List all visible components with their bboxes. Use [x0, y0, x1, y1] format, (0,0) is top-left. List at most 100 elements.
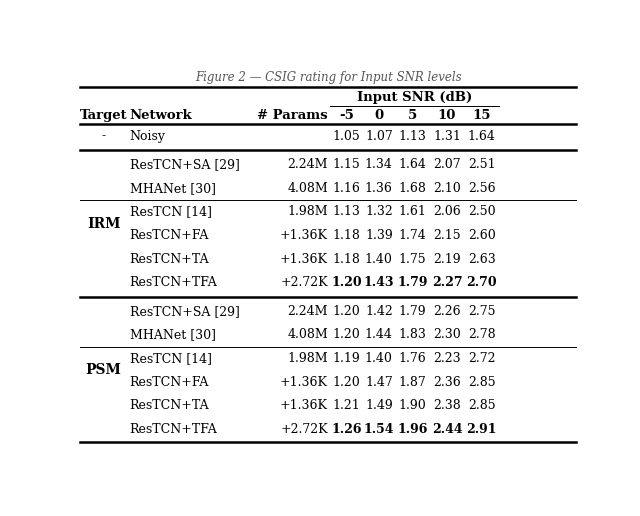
Text: ResTCN+SA [29]: ResTCN+SA [29]: [129, 304, 239, 318]
Text: 1.83: 1.83: [398, 328, 426, 341]
Text: 2.24M: 2.24M: [287, 304, 328, 318]
Text: 1.68: 1.68: [398, 182, 426, 195]
Text: Target: Target: [80, 109, 127, 122]
Text: +1.36K: +1.36K: [280, 253, 328, 266]
Text: # Params: # Params: [257, 109, 328, 122]
Text: 2.72: 2.72: [468, 352, 495, 365]
Text: 2.51: 2.51: [468, 158, 495, 171]
Text: +1.36K: +1.36K: [280, 399, 328, 412]
Text: +1.36K: +1.36K: [280, 229, 328, 242]
Text: 2.07: 2.07: [433, 158, 461, 171]
Text: ResTCN+FA: ResTCN+FA: [129, 229, 209, 242]
Text: MHANet [30]: MHANet [30]: [129, 182, 216, 195]
Text: 1.76: 1.76: [399, 352, 426, 365]
Text: 2.27: 2.27: [432, 276, 462, 289]
Text: 1.13: 1.13: [333, 205, 360, 218]
Text: 2.10: 2.10: [433, 182, 461, 195]
Text: PSM: PSM: [86, 363, 122, 377]
Text: ResTCN+SA [29]: ResTCN+SA [29]: [129, 158, 239, 171]
Text: 1.19: 1.19: [333, 352, 360, 365]
Text: 1.90: 1.90: [399, 399, 426, 412]
Text: 1.40: 1.40: [365, 352, 393, 365]
Text: -5: -5: [339, 109, 354, 122]
Text: 2.63: 2.63: [468, 253, 495, 266]
Text: 2.60: 2.60: [468, 229, 495, 242]
Text: Noisy: Noisy: [129, 130, 166, 142]
Text: 1.79: 1.79: [399, 304, 426, 318]
Text: +1.36K: +1.36K: [280, 376, 328, 389]
Text: Figure 2 — CSIG rating for Input SNR levels: Figure 2 — CSIG rating for Input SNR lev…: [195, 71, 461, 84]
Text: 2.23: 2.23: [433, 352, 461, 365]
Text: Network: Network: [129, 109, 193, 122]
Text: 1.75: 1.75: [399, 253, 426, 266]
Text: 2.26: 2.26: [433, 304, 461, 318]
Text: 1.20: 1.20: [332, 276, 362, 289]
Text: 1.20: 1.20: [333, 304, 360, 318]
Text: 2.78: 2.78: [468, 328, 495, 341]
Text: 2.24M: 2.24M: [287, 158, 328, 171]
Text: 1.20: 1.20: [333, 328, 360, 341]
Text: 1.05: 1.05: [333, 130, 360, 142]
Text: 2.85: 2.85: [468, 376, 495, 389]
Text: +2.72K: +2.72K: [280, 423, 328, 436]
Text: 1.54: 1.54: [364, 423, 394, 436]
Text: 15: 15: [472, 109, 491, 122]
Text: 1.74: 1.74: [399, 229, 426, 242]
Text: 2.44: 2.44: [432, 423, 462, 436]
Text: 1.32: 1.32: [365, 205, 393, 218]
Text: 1.36: 1.36: [365, 182, 393, 195]
Text: ResTCN [14]: ResTCN [14]: [129, 205, 212, 218]
Text: ResTCN+TA: ResTCN+TA: [129, 399, 209, 412]
Text: 0: 0: [374, 109, 383, 122]
Text: 2.38: 2.38: [433, 399, 461, 412]
Text: 1.64: 1.64: [468, 130, 496, 142]
Text: 1.47: 1.47: [365, 376, 393, 389]
Text: 2.91: 2.91: [467, 423, 497, 436]
Text: 1.40: 1.40: [365, 253, 393, 266]
Text: 1.16: 1.16: [333, 182, 360, 195]
Text: 1.15: 1.15: [333, 158, 360, 171]
Text: 2.36: 2.36: [433, 376, 461, 389]
Text: ResTCN+TFA: ResTCN+TFA: [129, 276, 218, 289]
Text: 1.07: 1.07: [365, 130, 393, 142]
Text: 1.42: 1.42: [365, 304, 393, 318]
Text: 1.26: 1.26: [332, 423, 362, 436]
Text: +2.72K: +2.72K: [280, 276, 328, 289]
Text: 2.85: 2.85: [468, 399, 495, 412]
Text: 1.96: 1.96: [397, 423, 428, 436]
Text: 1.18: 1.18: [333, 229, 360, 242]
Text: 2.30: 2.30: [433, 328, 461, 341]
Text: 1.34: 1.34: [365, 158, 393, 171]
Text: 5: 5: [408, 109, 417, 122]
Text: 2.06: 2.06: [433, 205, 461, 218]
Text: 1.20: 1.20: [333, 376, 360, 389]
Text: 1.21: 1.21: [333, 399, 360, 412]
Text: Input SNR (dB): Input SNR (dB): [357, 91, 472, 104]
Text: 1.61: 1.61: [398, 205, 426, 218]
Text: 1.18: 1.18: [333, 253, 360, 266]
Text: 4.08M: 4.08M: [287, 328, 328, 341]
Text: 2.50: 2.50: [468, 205, 495, 218]
Text: 1.13: 1.13: [398, 130, 426, 142]
Text: ResTCN+TFA: ResTCN+TFA: [129, 423, 218, 436]
Text: 2.75: 2.75: [468, 304, 495, 318]
Text: 2.70: 2.70: [467, 276, 497, 289]
Text: 1.49: 1.49: [365, 399, 393, 412]
Text: 1.31: 1.31: [433, 130, 461, 142]
Text: -: -: [102, 130, 106, 142]
Text: 1.79: 1.79: [397, 276, 428, 289]
Text: 1.64: 1.64: [398, 158, 426, 171]
Text: ResTCN+FA: ResTCN+FA: [129, 376, 209, 389]
Text: 1.44: 1.44: [365, 328, 393, 341]
Text: 1.98M: 1.98M: [287, 205, 328, 218]
Text: IRM: IRM: [87, 217, 120, 231]
Text: 1.87: 1.87: [399, 376, 426, 389]
Text: 2.19: 2.19: [433, 253, 461, 266]
Text: ResTCN+TA: ResTCN+TA: [129, 253, 209, 266]
Text: MHANet [30]: MHANet [30]: [129, 328, 216, 341]
Text: ResTCN [14]: ResTCN [14]: [129, 352, 212, 365]
Text: 1.39: 1.39: [365, 229, 393, 242]
Text: 1.98M: 1.98M: [287, 352, 328, 365]
Text: 10: 10: [438, 109, 456, 122]
Text: 2.15: 2.15: [433, 229, 461, 242]
